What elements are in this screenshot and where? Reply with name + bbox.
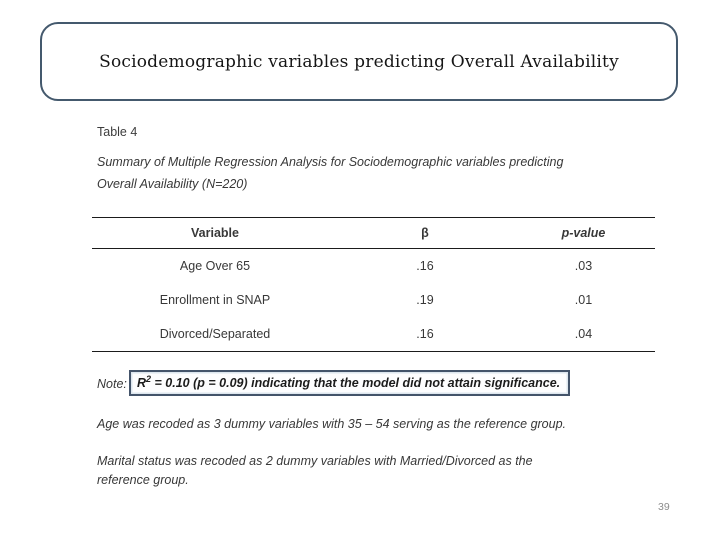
table-row: Age Over 65 .16 .03 [92,249,655,283]
regression-table: Variable β p-value Age Over 65 .16 .03 E… [92,217,655,352]
model-significance-note-box: R2 = 0.10 (p = 0.09) indicating that the… [129,370,571,396]
footnote-age-recoding: Age was recoded as 3 dummy variables wit… [97,417,567,431]
cell-variable: Divorced/Separated [159,327,271,341]
cell-p-value: .01 [574,293,593,307]
table-row: Enrollment in SNAP .19 .01 [92,283,655,317]
cell-p-value: .03 [574,259,593,273]
column-header-variable: Variable [191,226,239,240]
table-row: Divorced/Separated .16 .04 [92,317,655,351]
cell-variable: Age Over 65 [179,259,251,273]
slide-title-box: Sociodemographic variables predicting Ov… [40,22,678,101]
page-number: 39 [658,501,670,513]
table-number-label: Table 4 [97,125,138,139]
column-header-beta: β [421,226,429,240]
note-r-superscript: 2 [146,373,152,384]
slide-title: Sociodemographic variables predicting Ov… [99,51,619,72]
cell-beta: .16 [416,259,434,273]
table-caption: Summary of Multiple Regression Analysis … [97,155,564,191]
cell-p-value: .04 [574,327,593,341]
cell-beta: .19 [416,293,434,307]
cell-variable: Enrollment in SNAP [159,293,271,307]
column-header-p-value: p-value [561,226,606,240]
table-header-row: Variable β p-value [92,218,655,249]
note-label: Note: [97,377,127,391]
footnote-marital-recoding: Marital status was recoded as 2 dummy va… [97,454,533,487]
note-r: R [137,376,147,390]
note-text: = 0.10 (p = 0.09) indicating that the mo… [151,376,561,390]
cell-beta: .16 [416,327,434,341]
